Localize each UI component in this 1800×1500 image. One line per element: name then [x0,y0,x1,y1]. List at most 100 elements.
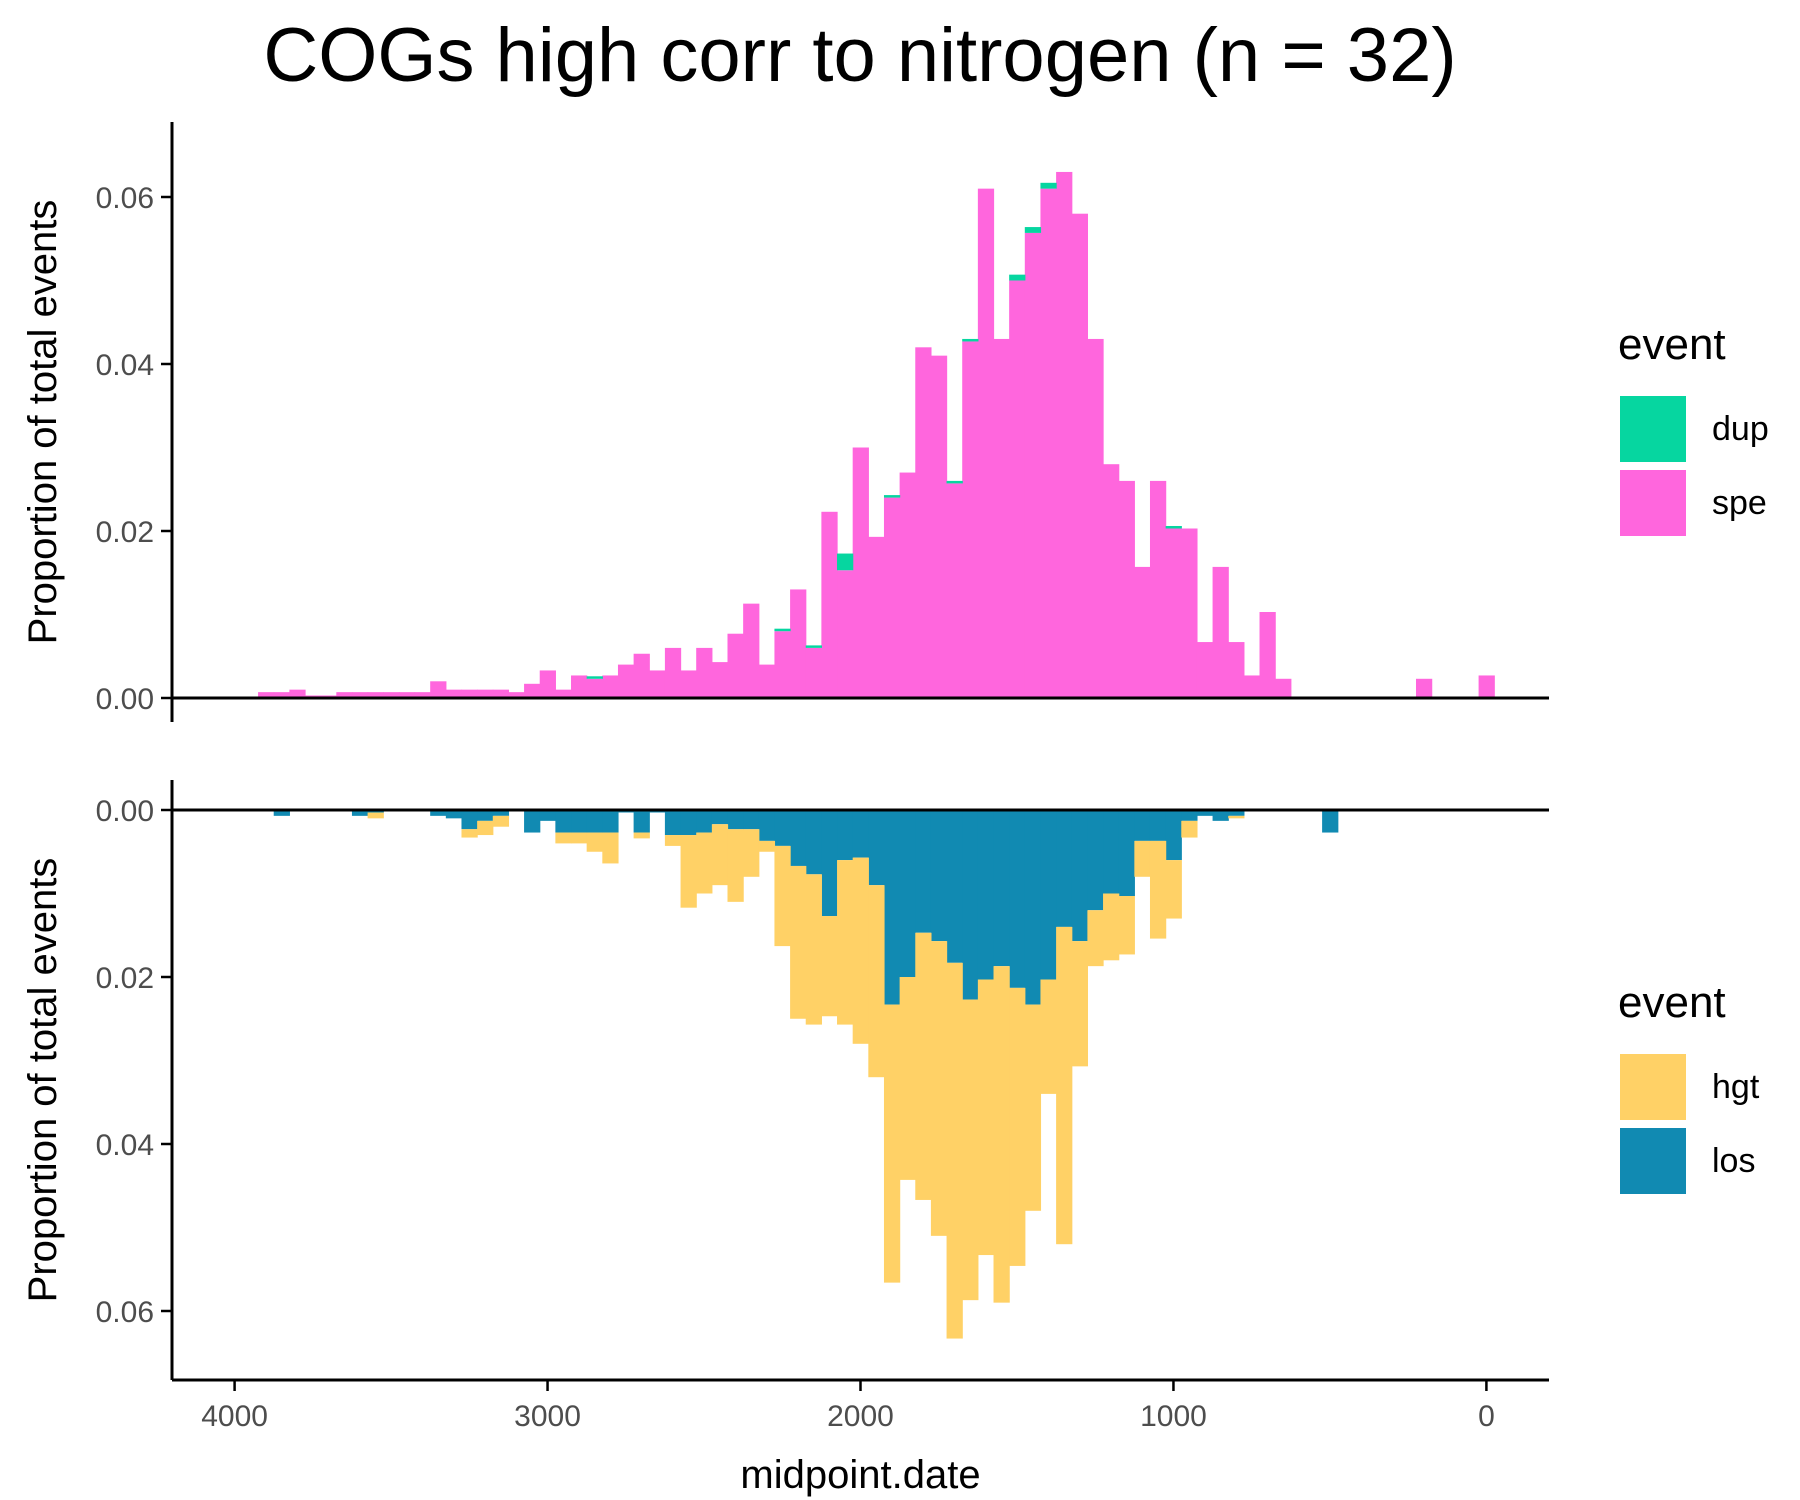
bar-los [461,810,478,830]
legend-key-los [1620,1128,1686,1194]
bar-dup [1009,274,1026,281]
legend-label-hgt: hgt [1712,1067,1760,1106]
bar-spe [868,536,885,698]
bar-los [1040,810,1057,980]
bar-hgt [852,857,869,1044]
bar-spe [602,675,619,698]
bar-los [711,810,729,825]
bar-los [602,810,619,833]
bar-spe [571,675,588,698]
y-tick-label: 0.06 [96,182,154,215]
legend-title: event [1618,320,1726,369]
bar-spe [993,338,1010,698]
legend-key-hgt [1620,1054,1686,1120]
bar-spe [711,662,729,698]
bar-hgt [946,962,963,1339]
bar-hgt [461,829,478,838]
bar-spe [383,692,400,698]
bar-spe [524,683,541,698]
bar-spe [758,664,776,698]
bar-hgt [774,845,791,947]
y-axis-title: Proportion of total events [21,858,65,1303]
legend-key-dup [1620,396,1686,462]
bar-spe [289,689,306,698]
bar-spe [790,589,807,698]
bar-los [852,810,869,858]
bar-los [633,810,650,833]
bar-spe [1040,188,1057,698]
bar-los [1009,810,1026,988]
bar-spe [258,692,275,698]
bar-hgt [1009,987,1026,1266]
bar-spe [430,681,447,698]
x-tick-label: 2000 [827,1400,894,1433]
bar-los [696,810,713,833]
bar-hgt [664,835,682,846]
bar-dup [1024,227,1042,233]
y-tick-label: 0.04 [96,1129,154,1162]
bar-spe [962,341,979,698]
bar-spe [633,653,650,698]
bar-hgt [868,885,885,1078]
bar-los [727,810,744,830]
bar-los [1024,810,1042,1005]
bar-hgt [727,829,744,902]
bar-spe [445,689,463,698]
x-tick-label: 1000 [1140,1400,1207,1433]
bar-los [430,810,447,816]
bar-spe [1103,464,1120,698]
bar-los [680,810,697,836]
legend-top: event dup spe [1618,320,1769,540]
bar-hgt [680,835,697,908]
bar-hgt [1181,820,1198,838]
bar-hgt [977,979,995,1256]
bar-los [805,810,822,875]
bar-los [351,810,369,816]
bar-dup [837,553,854,571]
bar-hgt [492,815,510,827]
bar-dup [883,495,901,498]
x-axis-title: midpoint.date [740,1453,980,1497]
bar-spe [539,670,556,698]
bar-los [993,810,1010,967]
bar-spe [351,692,369,698]
bar-los [1322,810,1339,833]
bar-spe [664,647,682,698]
bar-hgt [883,1004,901,1283]
bar-spe [680,670,697,698]
bar-spe [1071,213,1088,698]
bar-los [586,810,603,833]
bar-hgt [758,840,776,852]
bar-spe [930,355,948,698]
bar-hgt [930,941,948,1236]
bar-spe [617,664,635,698]
y-tick-label: 0.02 [96,962,154,995]
bar-hgt [1134,840,1151,877]
bar-los [946,810,963,963]
bar-los [758,810,776,841]
bar-los [1165,810,1182,861]
bar-los [899,810,916,977]
bar-los [1228,810,1245,816]
bar-spe [883,497,901,698]
bar-hgt [367,812,384,819]
bar-dup [586,676,603,679]
bar-los [821,810,838,917]
bar-spe [1024,232,1042,698]
bar-spe [837,570,854,698]
bar-los [1134,810,1151,841]
bar-spe [414,692,431,698]
bar-spe [367,692,384,698]
bar-los [868,810,885,886]
bar-los [539,810,556,821]
bar-spe [1165,528,1182,698]
bar-los [915,810,932,933]
bar-los [962,810,979,1000]
bar-spe [477,689,494,698]
legend-label-spe: spe [1712,483,1767,522]
y-tick-label: 0.06 [96,1296,154,1329]
bar-los [930,810,948,942]
chart-title: COGs high corr to nitrogen (n = 32) [263,13,1457,98]
